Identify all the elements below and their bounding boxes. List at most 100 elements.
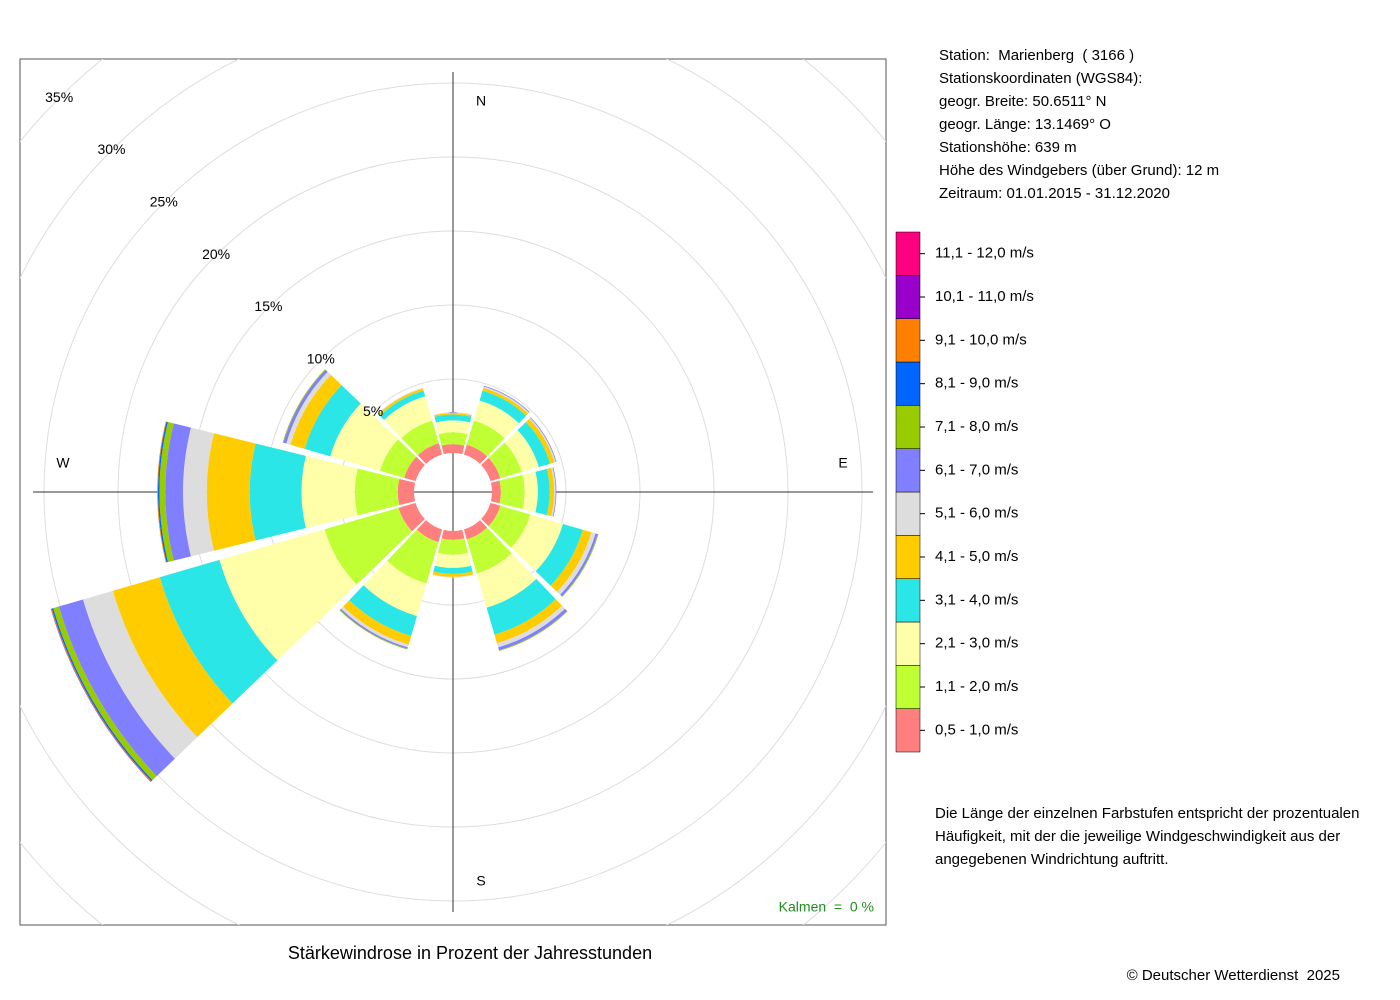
rose-segment bbox=[380, 439, 417, 478]
rose-segment bbox=[433, 412, 473, 416]
rose-segment bbox=[481, 457, 501, 482]
rose-segment bbox=[486, 578, 556, 635]
rose-segment bbox=[441, 444, 465, 455]
legend-label: 1,1 - 2,0 m/s bbox=[935, 678, 1018, 695]
note-text: Die Länge der einzelnen Farbstufen entsp… bbox=[935, 805, 1359, 822]
copyright: © Deutscher Wetterdienst 2025 bbox=[1127, 967, 1340, 984]
rose-segment bbox=[165, 423, 191, 561]
legend-label: 9,1 - 10,0 m/s bbox=[935, 331, 1027, 348]
legend-swatch bbox=[895, 405, 921, 449]
rose-segment bbox=[159, 421, 174, 563]
rose-segment bbox=[301, 455, 358, 529]
plot-frame bbox=[19, 58, 887, 926]
rose-segment bbox=[417, 443, 443, 464]
rose-segment bbox=[466, 527, 512, 574]
rose-segment bbox=[112, 577, 233, 738]
station-info: geogr. Breite: 50.6511° N bbox=[939, 93, 1107, 110]
rose-segment bbox=[183, 427, 214, 557]
station-info: Höhe des Windgebers (über Grund): 12 m bbox=[939, 162, 1219, 179]
direction-label: W bbox=[56, 455, 70, 471]
rose-segment bbox=[526, 418, 555, 464]
rose-segment bbox=[522, 471, 538, 513]
legend-label: 11,1 - 12,0 m/s bbox=[935, 245, 1034, 262]
rose-segment bbox=[432, 571, 474, 577]
rose-segment bbox=[560, 533, 598, 597]
rose-segment bbox=[476, 553, 537, 608]
station-info: Zeitraum: 01.01.2015 - 31.12.2020 bbox=[939, 185, 1170, 202]
legend-label: 7,1 - 8,0 m/s bbox=[935, 418, 1018, 435]
rose-segment bbox=[324, 507, 413, 585]
rose-segment bbox=[53, 606, 157, 781]
rose-segment bbox=[511, 514, 563, 572]
rose-segment bbox=[546, 467, 555, 517]
legend-swatch bbox=[895, 578, 921, 623]
legend-swatch bbox=[895, 448, 921, 493]
r-tick-label: 20% bbox=[202, 246, 230, 262]
station-info: Stationshöhe: 639 m bbox=[939, 139, 1077, 156]
rose-segment bbox=[435, 420, 471, 435]
rose-segment bbox=[479, 390, 527, 424]
rose-segment bbox=[82, 590, 198, 759]
legend-swatch bbox=[895, 491, 921, 536]
rose-segment bbox=[498, 608, 568, 651]
rose-segment bbox=[488, 442, 522, 479]
rose-segment bbox=[58, 599, 175, 777]
r-tick-label: 30% bbox=[97, 141, 125, 157]
rose-segment bbox=[441, 529, 465, 540]
rose-segment bbox=[330, 403, 399, 471]
rose-segment bbox=[363, 560, 427, 617]
station-info: Station: Marienberg ( 3166 ) bbox=[939, 47, 1134, 64]
legend-label: 4,1 - 5,0 m/s bbox=[935, 548, 1018, 565]
rose-segment bbox=[398, 502, 425, 532]
rose-segment bbox=[490, 480, 501, 504]
rose-segment bbox=[157, 421, 167, 563]
rose-segment bbox=[349, 585, 417, 637]
rose-segment bbox=[434, 413, 472, 417]
rose-segment bbox=[463, 444, 488, 464]
r-tick-label: 25% bbox=[150, 193, 178, 209]
rose-segment bbox=[290, 374, 342, 449]
rose-segment bbox=[463, 520, 488, 540]
chart-title: Stärkewindrose in Prozent der Jahresstun… bbox=[288, 943, 652, 963]
rose-segment bbox=[438, 432, 468, 446]
legend-swatch bbox=[895, 535, 921, 579]
legend-label: 6,1 - 7,0 m/s bbox=[935, 461, 1018, 478]
direction-label: E bbox=[838, 455, 847, 471]
legend-label: 8,1 - 9,0 m/s bbox=[935, 375, 1018, 392]
rose-segment bbox=[416, 520, 443, 543]
calm-label: Kalmen = 0 % bbox=[779, 899, 874, 915]
station-info: Stationskoordinaten (WGS84): bbox=[939, 70, 1142, 87]
legend-label: 2,1 - 3,0 m/s bbox=[935, 635, 1018, 652]
note-text: angegebenen Windrichtung auftritt. bbox=[935, 851, 1169, 868]
legend-label: 10,1 - 11,0 m/s bbox=[935, 288, 1034, 305]
rose-segment bbox=[556, 532, 596, 595]
rose-segment bbox=[384, 396, 433, 439]
rose-segment bbox=[343, 600, 412, 645]
rose-segment bbox=[379, 390, 426, 421]
r-tick-label: 10% bbox=[307, 350, 335, 366]
rose-segment bbox=[378, 388, 424, 416]
rose-segment bbox=[340, 606, 409, 648]
rose-segment bbox=[483, 386, 530, 414]
rose-segment bbox=[387, 529, 439, 584]
rose-segment bbox=[397, 478, 416, 506]
r-tick-label: 15% bbox=[254, 298, 282, 314]
direction-label: S bbox=[476, 873, 485, 889]
rose-segment bbox=[304, 385, 361, 457]
rose-segment bbox=[219, 529, 357, 661]
rose-segment bbox=[535, 468, 550, 516]
rose-segment bbox=[157, 421, 168, 563]
rose-segment bbox=[206, 433, 256, 551]
rose-segment bbox=[496, 605, 566, 648]
rose-segment bbox=[529, 417, 556, 463]
legend-swatch bbox=[895, 361, 921, 406]
rose-segment bbox=[249, 443, 306, 541]
rose-segment bbox=[551, 467, 556, 517]
rose-segment bbox=[488, 505, 531, 548]
legend-label: 5,1 - 6,0 m/s bbox=[935, 505, 1018, 522]
rose-segment bbox=[517, 421, 551, 468]
rose-segment bbox=[499, 474, 525, 510]
rose-segment bbox=[159, 559, 278, 704]
